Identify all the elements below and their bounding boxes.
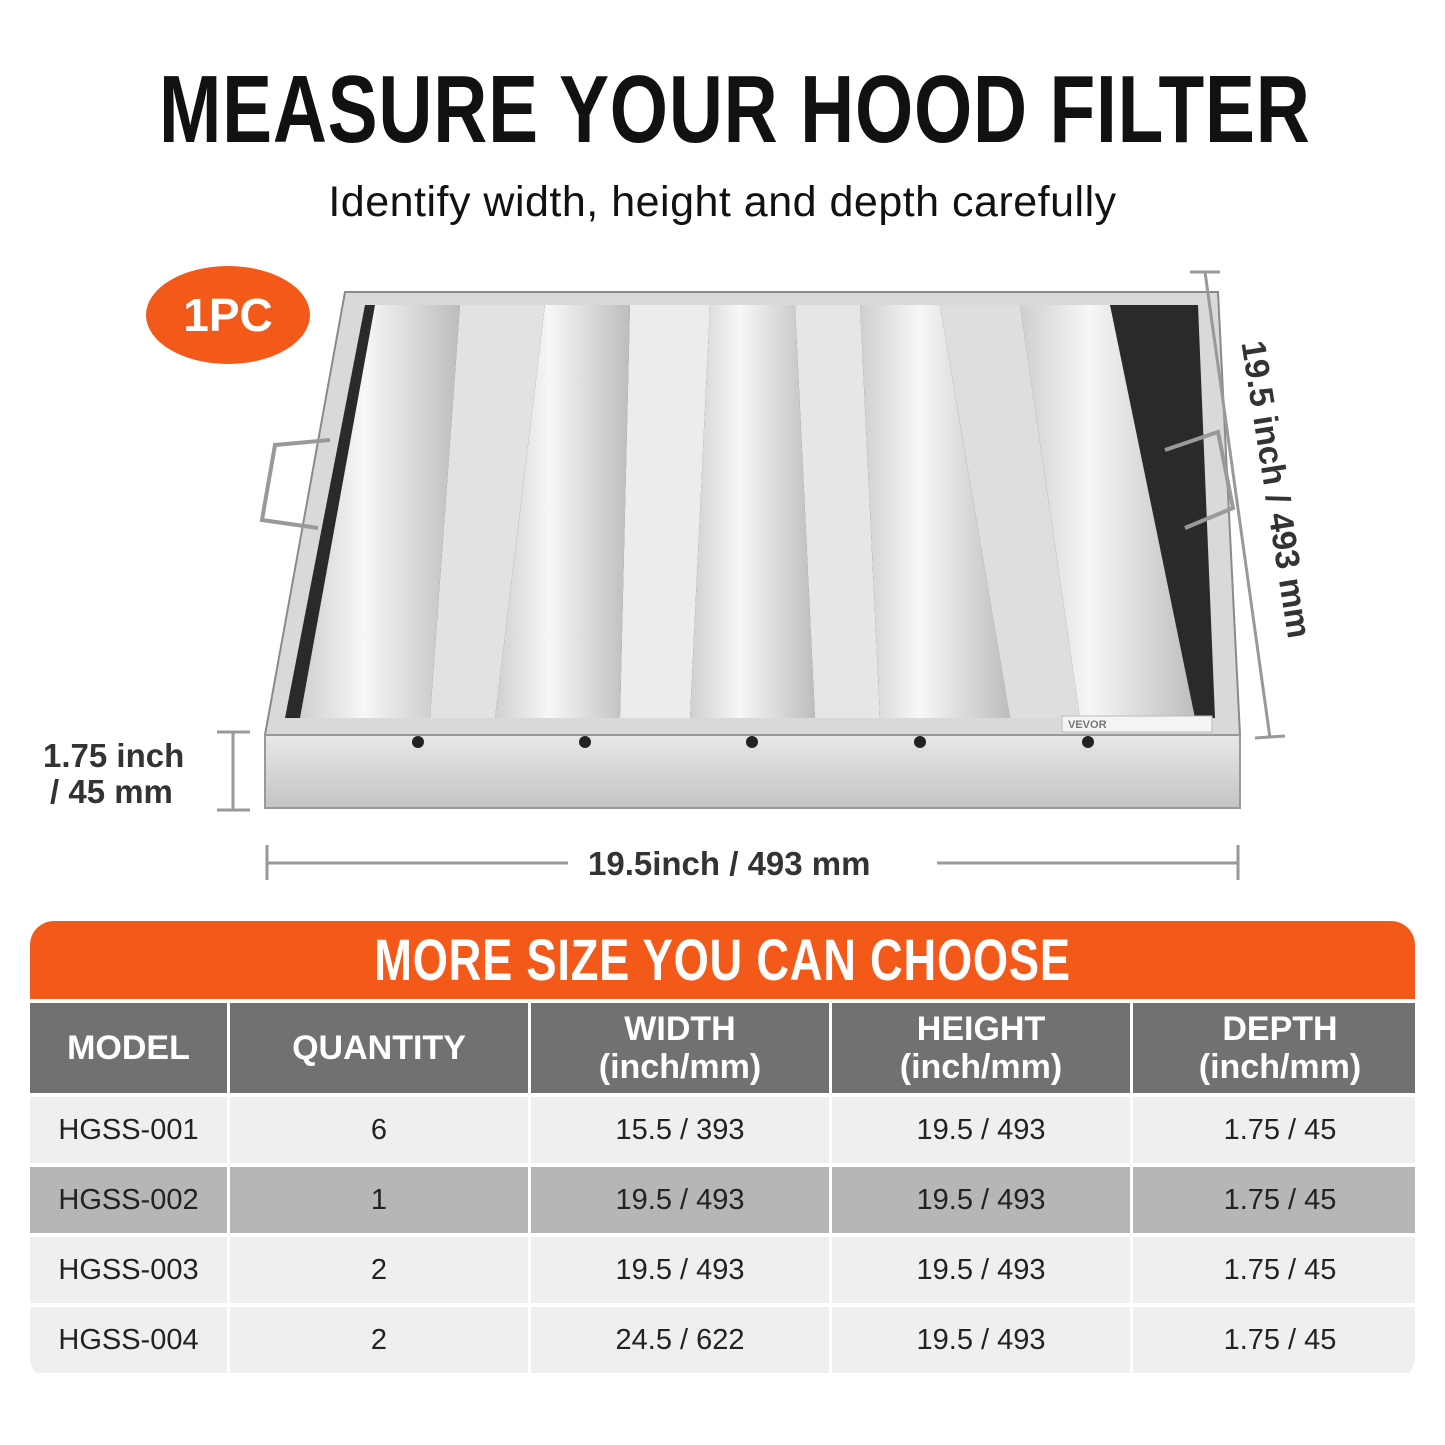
table-cell-quantity: 1	[230, 1167, 528, 1233]
dimension-lines	[217, 270, 1286, 880]
size-table: MORE SIZE YOU CAN CHOOSE MODEL QUANTITY …	[30, 921, 1415, 1381]
table-cell-model: HGSS-001	[30, 1097, 227, 1163]
table-cell-quantity: 6	[230, 1097, 528, 1163]
header-height: HEIGHT (inch/mm)	[832, 1003, 1130, 1093]
header-depth: DEPTH (inch/mm)	[1133, 1003, 1415, 1093]
table-cell-model: HGSS-004	[30, 1307, 227, 1373]
table-cell-depth: 1.75 / 45	[1133, 1167, 1415, 1233]
brand-label: VEVOR	[1068, 719, 1107, 731]
table-cell-depth: 1.75 / 45	[1133, 1307, 1415, 1373]
right-handle	[1164, 429, 1236, 530]
table-cell-quantity: 2	[230, 1307, 528, 1373]
page-title: MEASURE YOUR HOOD FILTER	[158, 56, 1311, 163]
depth-dimension-label-inch: 1.75 inch	[43, 737, 185, 774]
filter-baffles	[300, 305, 1195, 718]
header-quantity: QUANTITY	[230, 1003, 528, 1093]
table-cell-width: 19.5 / 493	[531, 1237, 829, 1303]
header-model: MODEL	[30, 1003, 227, 1093]
table-cell-model: HGSS-003	[30, 1237, 227, 1303]
width-dimension-label: 19.5inch / 493 mm	[588, 845, 871, 882]
table-cell-depth: 1.75 / 45	[1133, 1097, 1415, 1163]
table-cell-height: 19.5 / 493	[832, 1307, 1130, 1373]
table-cell-height: 19.5 / 493	[832, 1097, 1130, 1163]
table-cell-quantity: 2	[230, 1237, 528, 1303]
left-handle	[259, 438, 331, 530]
header-width: WIDTH (inch/mm)	[531, 1003, 829, 1093]
table-cell-width: 15.5 / 393	[531, 1097, 829, 1163]
hood-filter-illustration: VEVOR	[217, 270, 1286, 880]
table-cell-height: 19.5 / 493	[832, 1237, 1130, 1303]
depth-dimension-label-mm: / 45 mm	[50, 773, 173, 810]
table-cell-model: HGSS-002	[30, 1167, 227, 1233]
quantity-badge: 1PC	[146, 266, 310, 364]
size-table-title: MORE SIZE YOU CAN CHOOSE	[374, 927, 1071, 993]
table-cell-depth: 1.75 / 45	[1133, 1237, 1415, 1303]
size-table-title-band: MORE SIZE YOU CAN CHOOSE	[30, 921, 1415, 999]
table-cell-width: 24.5 / 622	[531, 1307, 829, 1373]
size-table-grid: MODEL QUANTITY WIDTH (inch/mm) HEIGHT (inc…	[30, 1003, 1415, 1373]
table-cell-width: 19.5 / 493	[531, 1167, 829, 1233]
table-cell-height: 19.5 / 493	[832, 1167, 1130, 1233]
page-subtitle: Identify width, height and depth careful…	[328, 178, 1117, 226]
